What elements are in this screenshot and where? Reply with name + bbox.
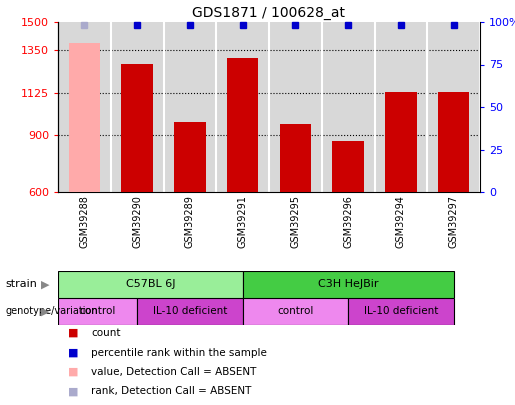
Title: GDS1871 / 100628_at: GDS1871 / 100628_at — [193, 6, 346, 19]
Bar — [227, 58, 259, 192]
Text: control: control — [79, 307, 116, 316]
Bar — [137, 298, 243, 325]
Text: count: count — [92, 328, 121, 338]
Bar — [174, 122, 205, 192]
Text: ■: ■ — [68, 386, 79, 396]
Bar — [280, 124, 311, 192]
Text: genotype/variation: genotype/variation — [5, 307, 98, 316]
Bar — [332, 141, 364, 192]
Text: ▶: ▶ — [41, 307, 49, 316]
Text: ■: ■ — [68, 347, 79, 358]
Bar — [438, 92, 470, 192]
Text: ■: ■ — [68, 367, 79, 377]
Text: IL-10 deficient: IL-10 deficient — [364, 307, 438, 316]
Text: ▶: ▶ — [41, 279, 49, 290]
Bar — [68, 43, 100, 192]
Bar — [58, 298, 137, 325]
Text: C3H HeJBir: C3H HeJBir — [318, 279, 379, 290]
Text: control: control — [277, 307, 314, 316]
Text: value, Detection Call = ABSENT: value, Detection Call = ABSENT — [92, 367, 257, 377]
Bar — [385, 92, 417, 192]
Text: percentile rank within the sample: percentile rank within the sample — [92, 347, 267, 358]
Bar — [348, 298, 454, 325]
Text: IL-10 deficient: IL-10 deficient — [152, 307, 227, 316]
Text: ■: ■ — [68, 328, 79, 338]
Bar — [243, 271, 454, 298]
Text: strain: strain — [5, 279, 37, 290]
Text: rank, Detection Call = ABSENT: rank, Detection Call = ABSENT — [92, 386, 252, 396]
Bar — [243, 298, 348, 325]
Text: C57BL 6J: C57BL 6J — [126, 279, 175, 290]
Bar — [122, 64, 153, 192]
Bar — [58, 271, 243, 298]
